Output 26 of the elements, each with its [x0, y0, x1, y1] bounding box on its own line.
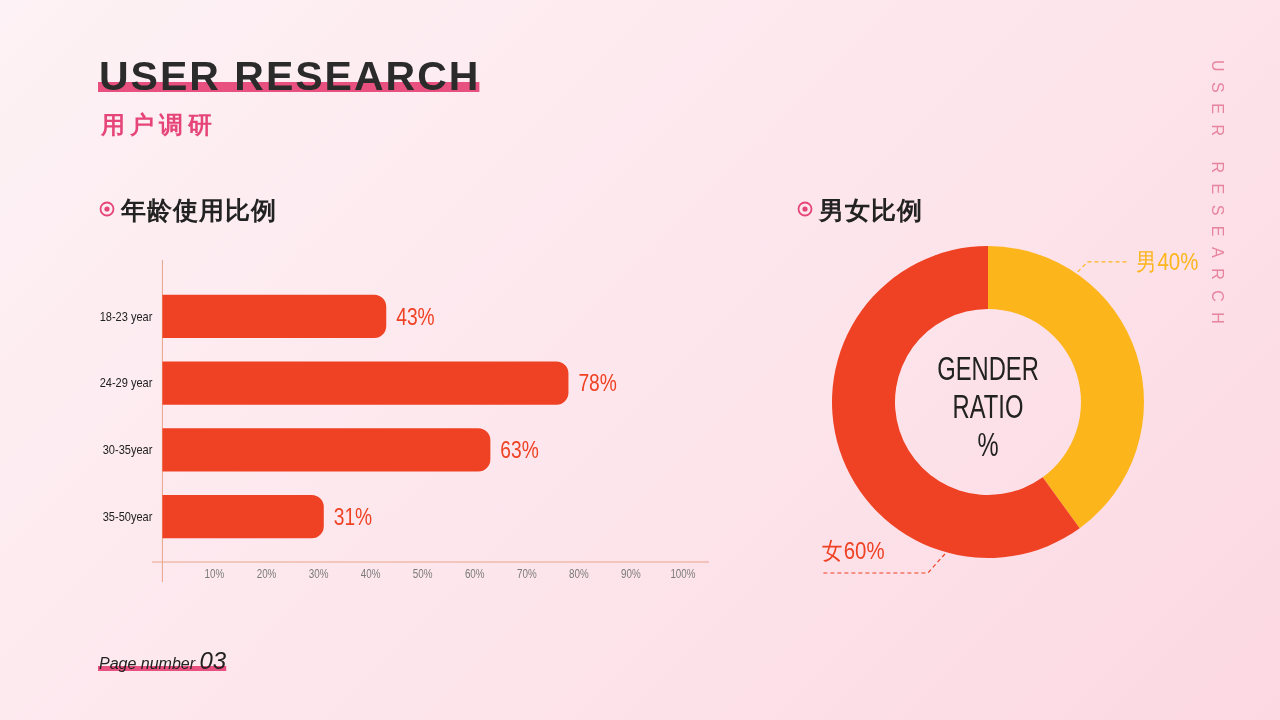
data-label: 40% [1157, 248, 1199, 276]
text: USER RESEARCH [1209, 60, 1226, 335]
x-tick-label: 50% [412, 567, 433, 581]
x-tick-label: 100% [670, 567, 696, 581]
y-tick-label: 18-23 year [99, 308, 153, 324]
x-tick-label: 40% [360, 567, 381, 581]
y-tick-label: 24-29 year [99, 375, 153, 391]
text: GENDER RATIO % [937, 350, 1039, 463]
data-label: 63% [500, 436, 539, 464]
x-tick-label: 70% [516, 567, 537, 581]
x-tick-label: 10% [204, 567, 225, 581]
chart-title: 男女比例 [818, 196, 923, 224]
slice-label: 女 [821, 537, 843, 565]
y-tick-label: 35-50year [102, 509, 153, 525]
x-tick-label: 80% [569, 567, 589, 581]
x-tick-label: 60% [464, 567, 485, 581]
chart-title: 年龄使用比例 [120, 196, 277, 224]
data-label: 31% [333, 502, 373, 531]
slice-label: 男 [1135, 248, 1156, 276]
x-tick-label: 90% [621, 567, 641, 581]
y-tick-label: 30-35year [102, 442, 153, 458]
data-label: 78% [578, 369, 617, 397]
x-tick-label: 20% [256, 567, 277, 581]
text: 用户调研 [100, 111, 217, 138]
data-label: 43% [396, 302, 435, 331]
x-tick-label: 30% [308, 567, 329, 581]
